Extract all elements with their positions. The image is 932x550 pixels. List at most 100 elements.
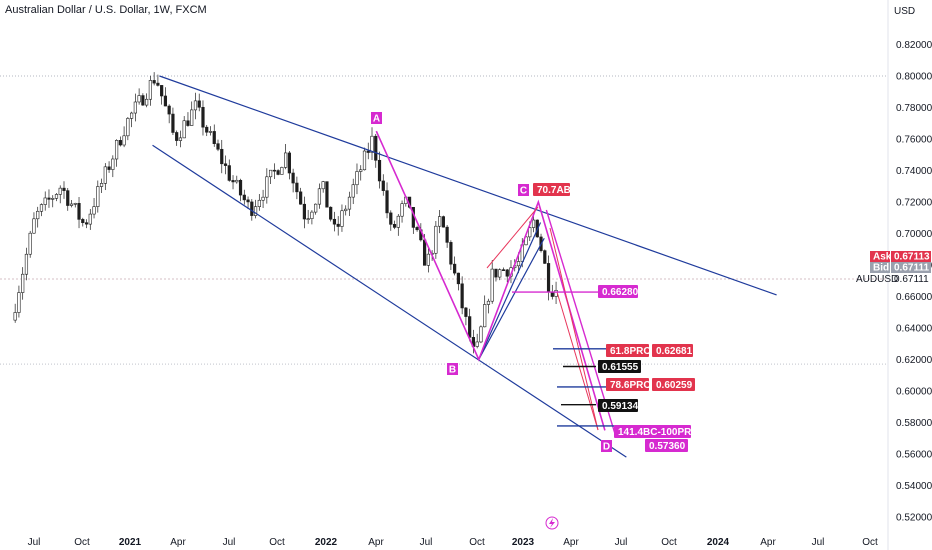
candle-body xyxy=(332,218,337,225)
candle-body xyxy=(178,137,183,141)
candle-body xyxy=(310,211,314,219)
candle-body xyxy=(51,198,55,200)
ask-value: 0.67113 xyxy=(894,252,930,263)
candle-body xyxy=(317,188,322,205)
level-tag-box xyxy=(598,399,638,412)
candle-body xyxy=(253,206,258,216)
pattern-point-c-box xyxy=(518,184,529,196)
candle-body xyxy=(287,152,291,174)
price-axis-currency: USD xyxy=(894,6,915,17)
candle-body xyxy=(366,150,370,153)
pro-value-tag-box xyxy=(652,344,693,357)
candle-body xyxy=(396,215,400,228)
candle-body xyxy=(152,80,156,84)
candle-body xyxy=(58,187,62,195)
time-tick-label: Jul xyxy=(812,537,825,548)
pro-tag-box xyxy=(614,425,691,438)
candle-body xyxy=(389,212,393,225)
pattern-point-b-box xyxy=(447,363,458,375)
price-tick-label: 0.56000 xyxy=(896,450,932,461)
candle-body xyxy=(268,169,273,178)
projection-line xyxy=(486,206,539,269)
candle-body xyxy=(216,143,220,150)
candle-body xyxy=(227,165,231,181)
price-tick-label: 0.74000 xyxy=(896,166,932,177)
candle-body xyxy=(340,210,344,227)
pro-tag: 61.8PRO xyxy=(610,346,651,357)
symbol-label: AUDUSD xyxy=(856,274,898,285)
pro-tag: 141.4BC-100PRO xyxy=(618,427,699,438)
candle-body xyxy=(438,216,442,227)
harmonic-pattern-line[interactable] xyxy=(545,209,616,434)
lightning-icon[interactable] xyxy=(545,516,559,530)
level-tag: 0.66280 xyxy=(602,287,639,298)
candle-body xyxy=(422,239,427,266)
candle-body xyxy=(468,316,472,338)
candle-body xyxy=(501,269,506,271)
candle-body xyxy=(362,150,367,171)
candle-body xyxy=(415,227,419,231)
candle-body xyxy=(460,283,464,309)
price-axis-area[interactable] xyxy=(888,0,932,550)
time-tick-label: Oct xyxy=(269,537,285,548)
candle-body xyxy=(291,172,295,184)
candle-body xyxy=(81,219,85,223)
time-tick-label: Apr xyxy=(760,537,776,548)
candle-body xyxy=(167,105,171,115)
candle-body xyxy=(163,95,168,107)
candle-body xyxy=(118,140,122,146)
trend-line[interactable] xyxy=(478,237,545,360)
candle-body xyxy=(220,148,224,165)
bid-label: Bid xyxy=(873,263,889,274)
candle-body xyxy=(99,183,104,187)
time-tick-label: Apr xyxy=(563,537,579,548)
candle-body xyxy=(107,166,111,170)
candle-body xyxy=(494,268,498,278)
candle-body xyxy=(69,203,74,206)
candle-body xyxy=(205,126,209,133)
candle-body xyxy=(32,218,36,234)
price-tick-label: 0.78000 xyxy=(896,103,932,114)
candle-body xyxy=(156,82,160,86)
candle-body xyxy=(325,181,329,208)
candle-body xyxy=(212,131,216,144)
price-tick-label: 0.64000 xyxy=(896,324,932,335)
c-ratio-tag: 70.7AB xyxy=(537,185,571,196)
time-tick-label: Oct xyxy=(862,537,878,548)
trend-line[interactable] xyxy=(159,75,777,296)
candle-body xyxy=(355,171,359,186)
candle-body xyxy=(111,158,115,170)
price-tick-label: 0.52000 xyxy=(896,513,932,524)
price-tick-label: 0.70000 xyxy=(896,229,932,240)
candle-body xyxy=(370,135,374,153)
candle-body xyxy=(77,203,81,220)
candle-body xyxy=(483,304,487,328)
time-tick-label: Oct xyxy=(74,537,90,548)
price-tick-label: 0.62000 xyxy=(896,355,932,366)
harmonic-pattern-line[interactable] xyxy=(375,130,606,431)
candle-body xyxy=(445,226,449,243)
candle-body xyxy=(223,163,228,166)
candle-body xyxy=(385,190,389,214)
candle-body xyxy=(441,216,445,228)
candle-body xyxy=(250,201,254,216)
candle-body xyxy=(276,170,280,175)
level-tag-box xyxy=(598,285,638,298)
price-tick-label: 0.76000 xyxy=(896,135,932,146)
candle-body xyxy=(344,208,348,212)
candle-body xyxy=(546,263,551,293)
bid-value-box xyxy=(891,262,931,273)
trend-line[interactable] xyxy=(478,222,542,360)
trend-line[interactable] xyxy=(152,144,627,458)
candle-body xyxy=(336,223,340,227)
candle-body xyxy=(54,194,59,199)
price-tick-label: 0.66000 xyxy=(896,292,932,303)
candle-body xyxy=(377,159,382,182)
c-ratio-tag-box xyxy=(533,183,570,196)
candle-body xyxy=(280,167,284,175)
level-tag: 0.59134 xyxy=(602,401,639,412)
pro-tag-box xyxy=(606,378,649,391)
candle-body xyxy=(122,135,126,146)
pattern-point-a-box xyxy=(371,112,382,124)
